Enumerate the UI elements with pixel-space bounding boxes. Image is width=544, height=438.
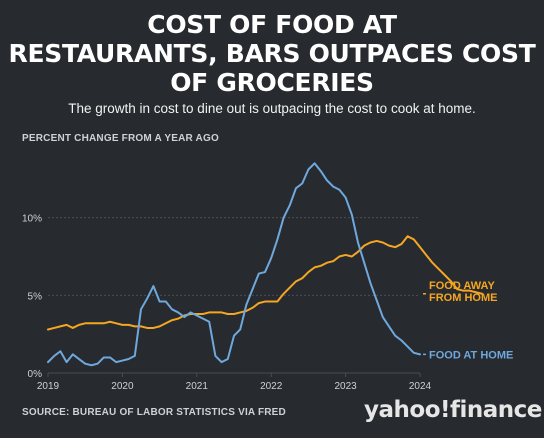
y-tick-label: 0% (28, 369, 43, 380)
source-note: SOURCE: BUREAU OF LABOR STATISTICS VIA F… (22, 407, 286, 418)
y-tick-label: 5% (28, 291, 43, 302)
x-tick-label: 2023 (334, 381, 357, 392)
series-line-food-away-from-home (47, 235, 483, 331)
series-label-food-away-from-home: FOOD AWAY (429, 280, 495, 292)
chart-title-line-1: COST OF FOOD AT (147, 10, 397, 39)
x-tick-label: 2020 (111, 381, 134, 392)
x-tick-label: 2024 (409, 381, 432, 392)
series-label-food-at-home: FOOD AT HOME (429, 349, 513, 361)
chart-title-line-2: RESTAURANTS, BARS OUTPACES COST (8, 39, 536, 68)
chart-title-line-3: OF GROCERIES (170, 68, 374, 97)
chart-title: COST OF FOOD AT RESTAURANTS, BARS OUTPACE… (0, 10, 544, 97)
series-label-food-away-from-home: FROM HOME (429, 292, 497, 304)
series-line-food-at-home (47, 162, 421, 367)
chart-subtitle: The growth in cost to dine out is outpac… (68, 101, 476, 116)
x-tick-label: 2021 (186, 381, 209, 392)
y-tick-label: 10% (22, 214, 42, 225)
x-tick-label: 2019 (37, 381, 60, 392)
yahoo-finance-logo: yahoo!finance (364, 397, 542, 423)
x-tick-label: 2022 (260, 381, 283, 392)
y-axis-title: PERCENT CHANGE FROM A YEAR AGO (22, 133, 219, 144)
